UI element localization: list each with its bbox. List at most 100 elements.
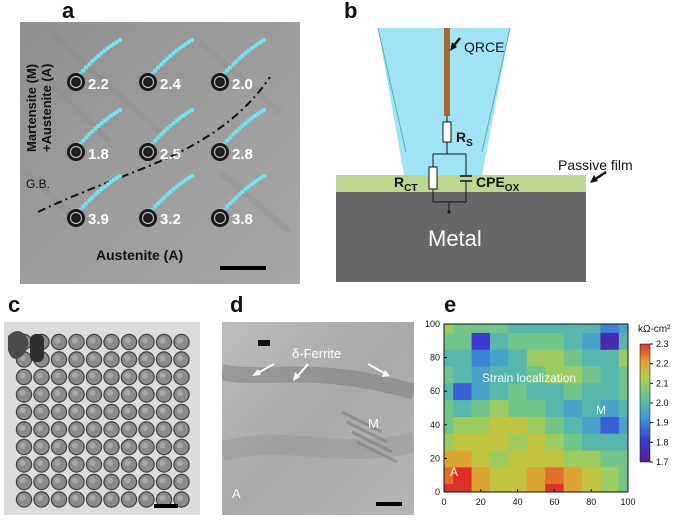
heatmap-cell	[526, 349, 546, 367]
x-tick-label: 40	[513, 497, 523, 507]
heatmap-cell	[545, 332, 565, 350]
scan-dot	[102, 184, 107, 189]
scan-dot	[252, 113, 257, 119]
x-tick-label: 60	[549, 497, 559, 507]
y-tick-label: 100	[425, 319, 440, 329]
heatmap-cell	[490, 349, 509, 367]
x-axis-ticks: 0 20 40 60 80 100	[441, 489, 636, 507]
heatmap-cell	[453, 416, 473, 434]
colorbar	[639, 343, 651, 463]
heatmap-cell	[471, 416, 491, 434]
heatmap-cell	[526, 416, 546, 434]
spot-value: 2.8	[232, 146, 253, 163]
scan-dot	[159, 62, 164, 67]
heatmap-cell	[618, 399, 629, 417]
panel-e-heatmap: 0 20 40 60 80 100 0 20 40 60 80 100 Strain localiz…	[425, 319, 671, 507]
scale-bar	[376, 502, 402, 506]
scan-dot	[90, 195, 95, 200]
scan-dot	[168, 53, 173, 59]
scan-dot	[171, 51, 176, 56]
scan-dot	[162, 195, 167, 200]
scan-dot	[249, 46, 254, 51]
scan-dot	[243, 121, 248, 126]
scan-dot	[83, 135, 89, 140]
scan-dot	[261, 37, 267, 43]
scan-dot	[224, 204, 230, 209]
scan-dot	[227, 201, 233, 206]
y-tick-label: 40	[430, 420, 440, 430]
heatmap-cell	[453, 466, 473, 485]
heatmap-cell	[600, 416, 620, 434]
spot-value: 2.4	[160, 76, 182, 93]
heatmap-cell	[618, 450, 629, 468]
spot-value: 2.2	[88, 76, 109, 93]
panel-b-schematic: QRCE RS RCT CPEOX Passive film Metal	[336, 27, 633, 282]
heatmap-cell	[545, 433, 565, 451]
colorbar-unit: kΩ-cm²	[638, 324, 671, 335]
metal-block	[336, 192, 586, 282]
spot-value: 3.9	[88, 211, 109, 228]
scan-dot	[96, 53, 101, 59]
probe-spots	[67, 73, 229, 227]
heatmap-cell	[453, 366, 473, 384]
heatmap-cell	[508, 366, 528, 384]
heatmap-cell	[444, 332, 454, 350]
scan-dot	[80, 68, 86, 73]
m-label: M	[368, 416, 379, 431]
heatmap-cell	[582, 382, 601, 401]
scan-dot	[165, 126, 170, 131]
heatmap-cell	[471, 483, 491, 493]
colorbar-tick-label: 2.0	[656, 398, 669, 408]
scan-dot	[240, 53, 245, 59]
heatmap-cell	[563, 466, 583, 485]
scan-dot	[99, 121, 104, 126]
scan-dot	[177, 116, 182, 121]
x-tick-label: 20	[476, 497, 486, 507]
scan-dot	[189, 173, 195, 179]
annotation-m: M	[596, 403, 606, 417]
rs-resistor	[442, 121, 452, 143]
scan-dot	[237, 56, 242, 61]
heatmap-cell	[471, 433, 491, 451]
scan-dot	[117, 173, 123, 179]
heatmap-cell	[526, 433, 546, 451]
colorbar-tick-label: 2.2	[656, 359, 669, 369]
scan-dot	[171, 121, 176, 126]
heatmap-cell	[582, 399, 601, 417]
colorbar-ticks: 2.3 2.2 2.1 2.0 1.9 1.8 1.7	[650, 339, 669, 467]
scan-trails	[77, 37, 267, 213]
heatmap-cell	[444, 399, 454, 417]
panel-a-micrograph: G.B. Austenite (A) 2.2 2.4 2.0 1.8 2.5 2…	[20, 22, 300, 284]
scan-dot	[155, 201, 161, 206]
spot-value: 3.8	[232, 211, 253, 228]
heatmap-cell	[471, 366, 491, 384]
scan-dot	[108, 43, 113, 49]
heatmap-cell	[600, 433, 620, 451]
y-tick-label: 20	[430, 453, 440, 463]
scan-dot	[93, 56, 98, 61]
scan-dot	[240, 123, 245, 129]
scan-dot	[159, 132, 164, 137]
scan-dot	[117, 37, 123, 43]
heatmap-cell	[545, 416, 565, 434]
heatmap-cell	[490, 324, 509, 333]
heatmap-cells	[444, 324, 629, 493]
colorbar-tick-label: 1.9	[656, 418, 669, 428]
rct-resistor	[428, 166, 438, 190]
scan-dot	[168, 123, 173, 129]
scan-dot	[87, 62, 92, 67]
scan-dot	[102, 48, 107, 53]
heatmap-cell	[444, 466, 454, 485]
heatmap-cell	[453, 399, 473, 417]
spot-value: 2.5	[160, 146, 181, 163]
scan-dot	[168, 189, 173, 195]
scan-dot	[234, 129, 239, 134]
heatmap-cell	[582, 332, 601, 350]
heatmap-cell	[618, 416, 629, 434]
gb-label: G.B.	[26, 177, 50, 191]
panel-e-letter: e	[444, 292, 457, 317]
scan-dot	[246, 184, 251, 189]
heatmap-cell	[508, 416, 528, 434]
heatmap-cell	[444, 483, 454, 493]
heatmap-cell	[545, 399, 565, 417]
